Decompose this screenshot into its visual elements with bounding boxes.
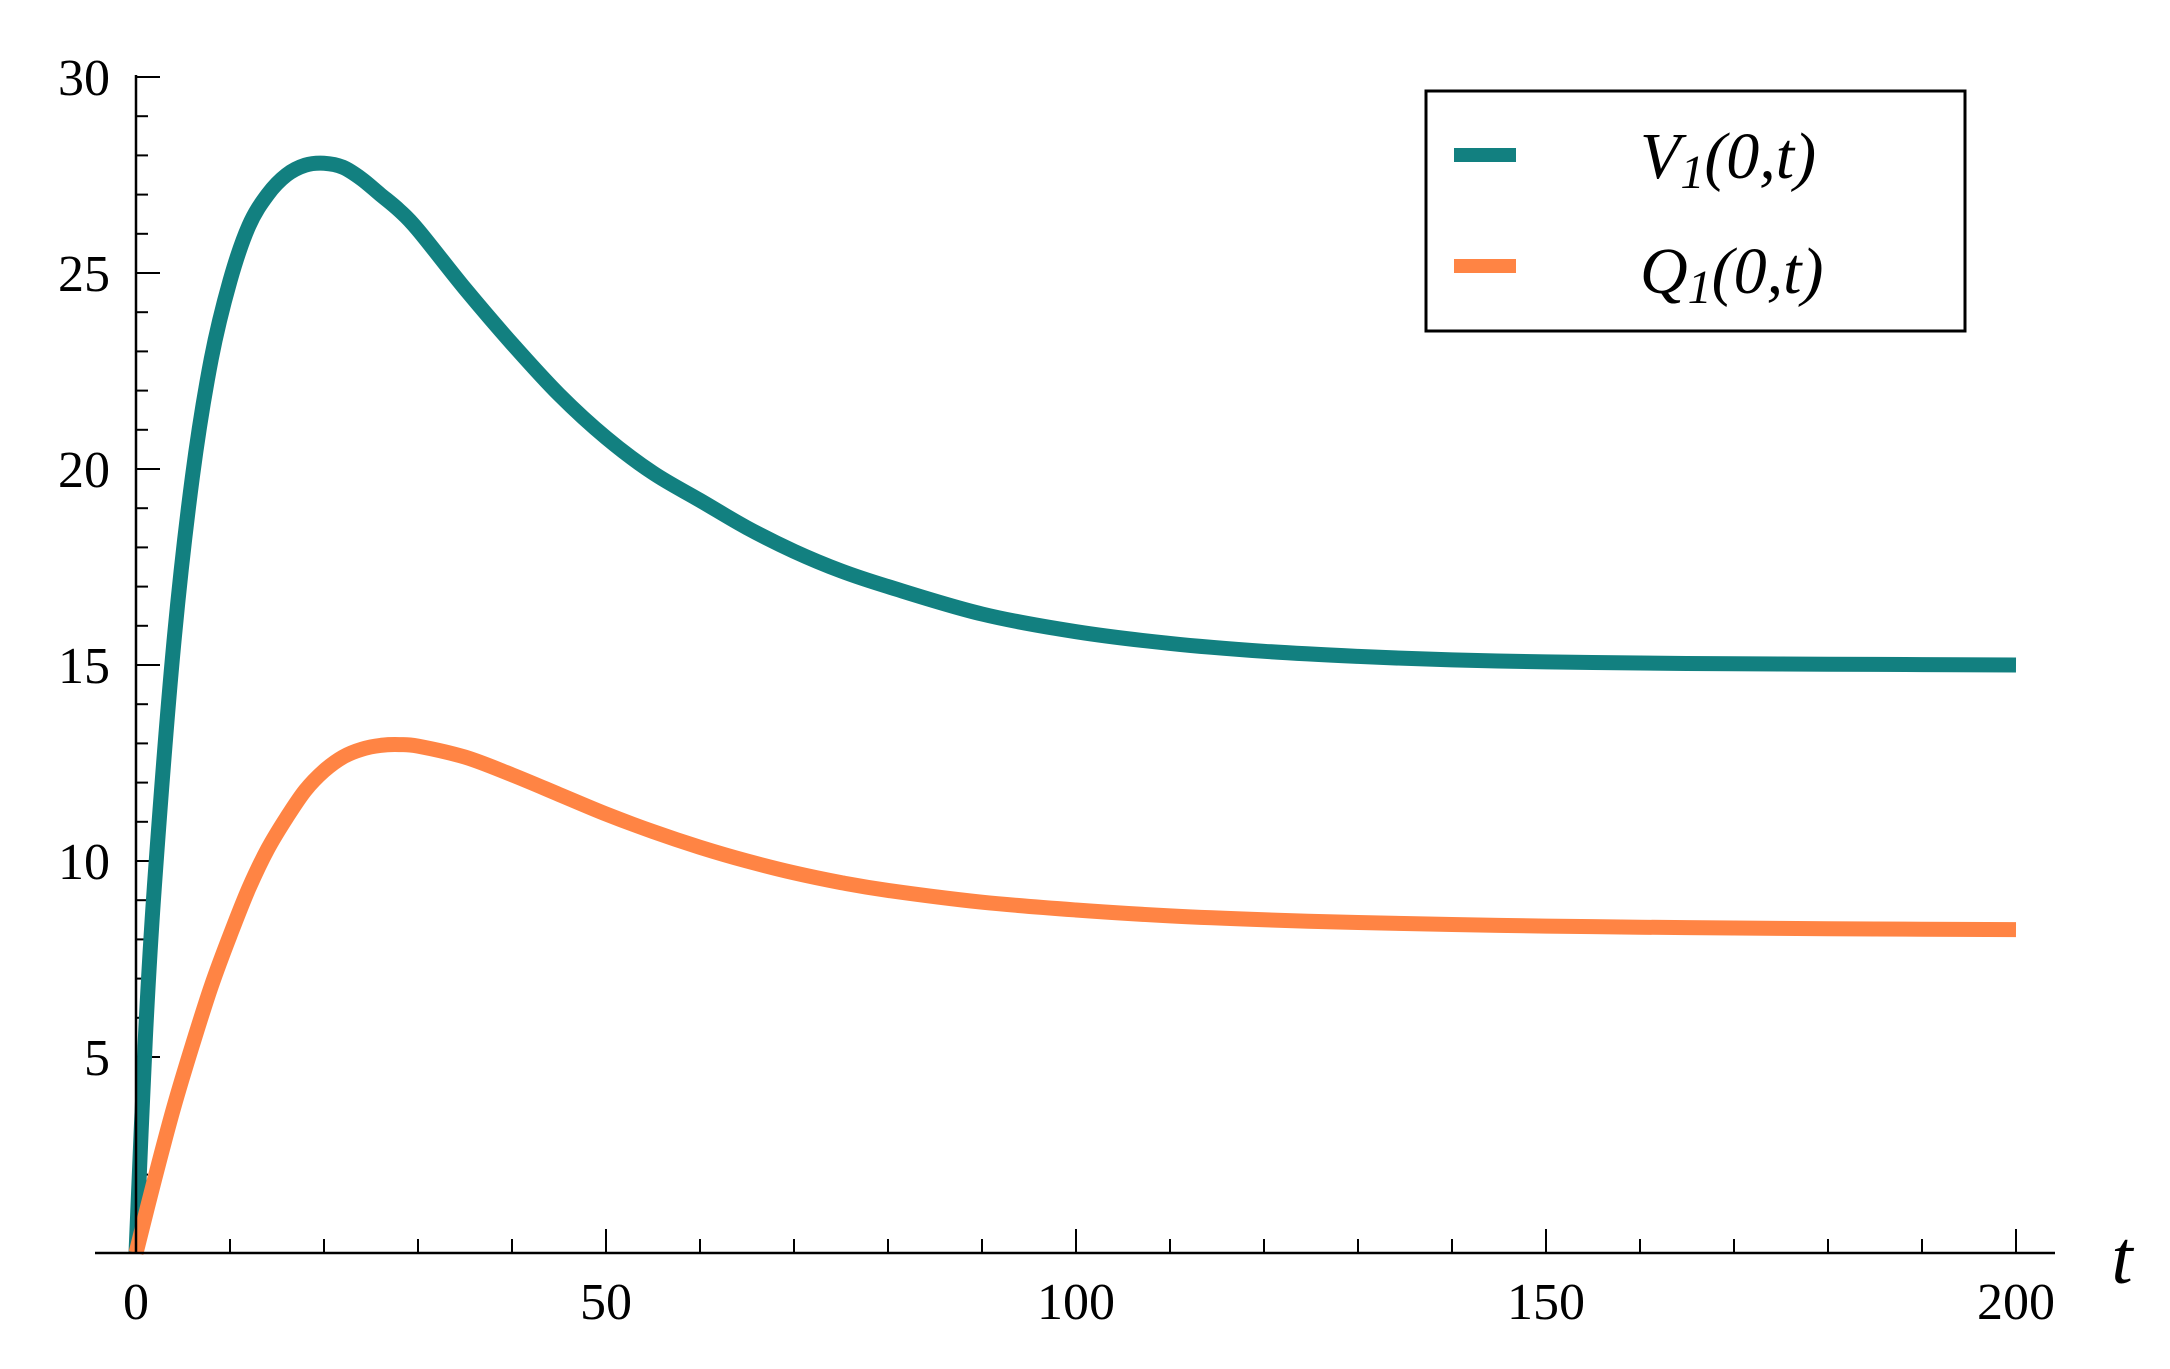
series-lines: [128, 155, 2017, 1255]
y-tick-label: 30: [58, 50, 110, 107]
x-tick-label: 50: [580, 1274, 632, 1331]
y-tick-label: 20: [58, 442, 110, 499]
tick-labels: 0 50 100 150 200 5 10 15 20 25 30: [58, 50, 2055, 1331]
x-tick-label: 150: [1507, 1274, 1585, 1331]
x-tick-label: 100: [1037, 1274, 1115, 1331]
legend-box: [1424, 89, 1967, 333]
y-tick-label: 15: [58, 638, 110, 695]
legend: V1(0,t) Q1(0,t): [1424, 89, 1967, 333]
y-tick-label: 25: [58, 246, 110, 303]
y-tick-label: 5: [84, 1030, 110, 1087]
legend-entry-v1: V1(0,t): [1640, 120, 1816, 199]
x-tick-label: 200: [1977, 1274, 2055, 1331]
series-line-v1: [128, 155, 2017, 1254]
x-axis-label: t: [2111, 1216, 2134, 1300]
y-tick-label: 10: [58, 834, 110, 891]
x-tick-label: 0: [123, 1274, 149, 1331]
series-line-q1: [128, 737, 2017, 1255]
legend-entry-q1: Q1(0,t): [1640, 235, 1823, 314]
